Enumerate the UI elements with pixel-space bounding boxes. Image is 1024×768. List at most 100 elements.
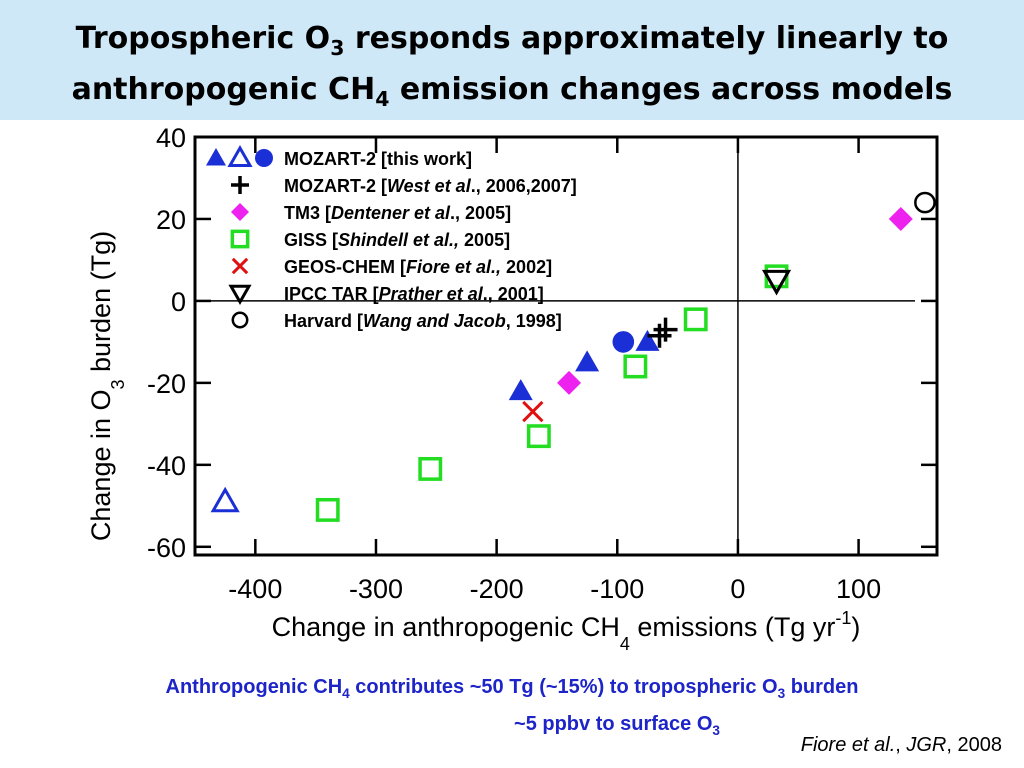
legend-label-part: Wang and Jacob <box>363 311 506 331</box>
citation: Fiore et al., JGR, 2008 <box>801 734 1002 757</box>
caption-text: contributes ~50 Tg (~15%) to tropospheri… <box>349 676 778 698</box>
y-tick-label: -20 <box>147 369 186 399</box>
data-point-square-open <box>623 354 648 379</box>
legend-label-part: Prather et al <box>379 284 484 304</box>
legend-label: TM3 [Dentener et al., 2005] <box>284 203 511 223</box>
citation-journal: JGR <box>906 734 947 756</box>
legend-label-part: 2005] <box>459 230 510 250</box>
legend-label-part: ., 2006,2007] <box>471 176 577 196</box>
title-text: emission changes across models <box>389 72 953 107</box>
title-line-2: anthropogenic CH4 emission changes acros… <box>0 69 1024 120</box>
y-tick-label: 20 <box>156 205 186 235</box>
title-subscript: 3 <box>330 36 345 60</box>
caption-line-2: ~5 ppbv to surface O3 <box>0 709 1024 746</box>
x-tick-label: -400 <box>228 574 282 604</box>
data-point-square-open <box>683 307 708 332</box>
legend-label-part: 2002] <box>501 257 552 277</box>
legend-label-part: , 1998] <box>506 311 562 331</box>
data-point-square-open <box>526 424 551 449</box>
legend-marker-x <box>231 257 249 275</box>
legend-label-part: Fiore et al., <box>406 257 501 277</box>
legend-label-part: IPCC TAR [ <box>284 284 379 304</box>
legend-label: GISS [Shindell et al., 2005] <box>284 230 510 250</box>
caption-text: Anthropogenic CH <box>165 676 343 698</box>
legend-label-part: West et al <box>387 176 472 196</box>
title-text: Tropospheric O <box>75 21 331 56</box>
title-band <box>0 0 1024 120</box>
legend-label-part: MOZART-2 [ <box>284 176 387 196</box>
title-text: anthropogenic CH <box>71 72 376 107</box>
data-point-diamond <box>557 370 582 395</box>
legend-label: Harvard [Wang and Jacob, 1998] <box>284 311 562 331</box>
data-point-plus <box>653 317 678 342</box>
y-axis-label-sub: 3 <box>108 379 128 389</box>
y-tick-label: -40 <box>147 451 186 481</box>
data-point-diamond <box>888 206 913 231</box>
x-tick-label: -300 <box>349 574 403 604</box>
legend-marker-circle-filled <box>255 149 273 167</box>
citation-sep: , <box>946 734 958 756</box>
caption-subscript: 4 <box>342 686 350 701</box>
data-point-triangle-filled <box>575 350 600 372</box>
data-point-circle-open <box>914 191 936 214</box>
citation-sep: , <box>895 734 907 756</box>
legend-label-part: Harvard [ <box>284 311 363 331</box>
x-axis-label-text: emissions (Tg yr <box>630 612 836 642</box>
legend-label-part: GEOS-CHEM [ <box>284 257 406 277</box>
legend-marker-circle-open <box>231 311 249 329</box>
y-axis-label-text: Change in O <box>86 389 116 541</box>
title-subscript: 4 <box>375 87 390 111</box>
legend-marker-triangle-filled <box>206 148 226 166</box>
x-tick-label: 100 <box>836 574 881 604</box>
scatter-chart: -400 -300 -200 -100 0 100 40 20 0 -20 -40 -60 Change… <box>86 123 939 654</box>
legend-marker-plus <box>231 176 249 194</box>
caption: Anthropogenic CH4 contributes ~50 Tg (~1… <box>0 672 1024 746</box>
legend-label: GEOS-CHEM [Fiore et al., 2002] <box>284 257 552 277</box>
x-tick-label: -100 <box>590 574 644 604</box>
x-axis-label-text: ) <box>851 612 860 642</box>
x-tick-label: -200 <box>470 574 524 604</box>
legend-label: IPCC TAR [Prather et al., 2001] <box>284 284 544 304</box>
title-line-1: Tropospheric O3 responds approximately l… <box>0 18 1024 69</box>
legend-marker-square-open <box>230 229 250 249</box>
legend-label-part: Dentener et al <box>331 203 451 223</box>
data-point-triangle-open <box>210 486 240 513</box>
data-point-x <box>522 400 544 423</box>
x-axis-label-sub: 4 <box>620 634 630 654</box>
citation-authors: Fiore et al. <box>800 734 896 756</box>
legend-marker-triangle-down-open <box>228 284 252 306</box>
legend-label-part: Shindell et al., <box>338 230 459 250</box>
data-point-circle-filled <box>612 331 635 353</box>
y-tick-label: -60 <box>147 533 186 563</box>
slide-title: Tropospheric O3 responds approximately l… <box>0 18 1024 120</box>
caption-subscript: 3 <box>777 686 786 701</box>
y-tick-label: 40 <box>156 123 186 153</box>
legend-marker-triangle-open <box>227 144 253 167</box>
data-point-square-open <box>418 456 443 481</box>
legend-label-part: ., 2001] <box>483 284 544 304</box>
caption-text: burden <box>785 676 859 698</box>
x-axis-label-text: Change in anthropogenic CH <box>272 612 620 642</box>
x-axis-label-sup: -1 <box>835 608 851 628</box>
x-axis-label: Change in anthropogenic CH4 emissions (T… <box>272 608 861 654</box>
caption-subscript: 3 <box>712 723 720 738</box>
x-tick-label: 0 <box>730 574 745 604</box>
legend-label: MOZART-2 [West et al., 2006,2007] <box>284 176 577 196</box>
y-axis-label: Change in O3 burden (Tg) <box>86 231 128 541</box>
title-text: responds approximately linearly to <box>344 21 949 56</box>
caption-line-1: Anthropogenic CH4 contributes ~50 Tg (~1… <box>0 672 1024 709</box>
legend-label: MOZART-2 [this work] <box>284 149 472 169</box>
data-point-square-open <box>315 497 340 522</box>
legend-marker-diamond <box>231 203 249 221</box>
data-point-triangle-filled <box>508 379 533 401</box>
citation-year: 2008 <box>957 734 1003 756</box>
plot-frame <box>193 135 939 557</box>
data-point-square-open <box>764 264 789 289</box>
caption-text: ~5 ppbv to surface O <box>514 713 713 735</box>
legend-label-part: ., 2005] <box>450 203 511 223</box>
data-point-triangle-down-open <box>761 269 792 296</box>
legend-label-part: TM3 [ <box>284 203 331 223</box>
data-point-triangle-filled <box>635 329 660 351</box>
y-axis-label-text: burden (Tg) <box>86 231 116 380</box>
legend-label-part: MOZART-2 [this work] <box>284 149 472 169</box>
